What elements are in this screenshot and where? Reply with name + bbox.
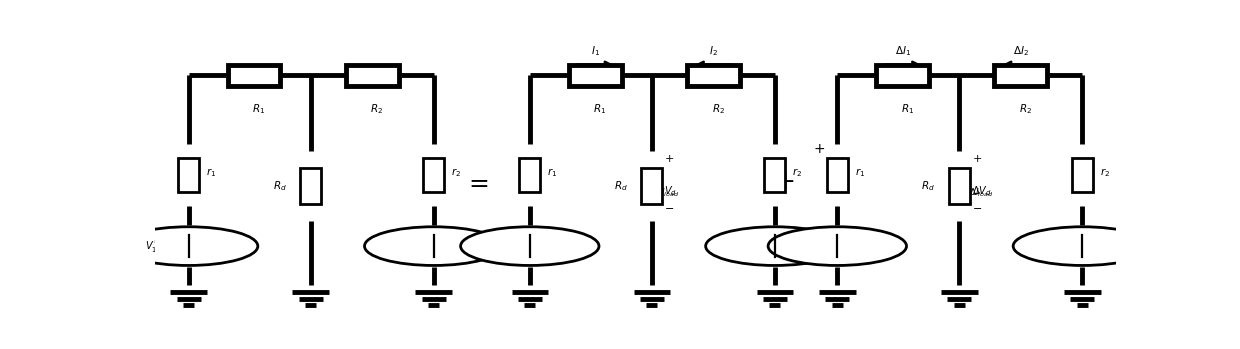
Text: $-$: $-$ (665, 202, 675, 212)
Text: $R_1$: $R_1$ (594, 102, 606, 116)
Text: $R_d$: $R_d$ (273, 179, 286, 193)
Bar (228, 65, 280, 86)
Text: $\Delta I_1$: $\Delta I_1$ (894, 44, 910, 58)
Bar (179, 158, 200, 192)
Text: $\Delta V$: $\Delta V$ (817, 240, 832, 252)
Text: $+$: $+$ (813, 142, 825, 156)
Circle shape (706, 227, 844, 266)
Text: $R_2$: $R_2$ (371, 102, 383, 116)
Text: $R_2$: $R_2$ (712, 102, 724, 116)
Circle shape (768, 227, 906, 266)
Circle shape (119, 227, 258, 266)
Text: $\Delta V_d$: $\Delta V_d$ (972, 184, 992, 198)
Text: $\Delta I_2$: $\Delta I_2$ (1013, 44, 1029, 58)
Bar (641, 168, 662, 204)
Text: $r_1$: $r_1$ (854, 166, 864, 179)
Circle shape (365, 227, 503, 266)
Text: $I_{load}$: $I_{load}$ (661, 186, 680, 199)
Text: $V_1^*$: $V_1^*$ (511, 238, 525, 254)
Bar (520, 158, 541, 192)
Text: $r_1$: $r_1$ (206, 166, 216, 179)
Text: $+$: $+$ (774, 170, 795, 194)
Text: $V_2^*$: $V_2^*$ (785, 238, 799, 254)
Bar (877, 65, 929, 86)
Text: $V_1^*\!+\!\Delta V$: $V_1^*\!+\!\Delta V$ (145, 238, 184, 254)
Bar (994, 65, 1048, 86)
Text: $V_2^*$: $V_2^*$ (444, 238, 458, 254)
Text: $I_2$: $I_2$ (709, 44, 718, 58)
Text: $R_2$: $R_2$ (1019, 102, 1032, 116)
Text: $+$: $+$ (972, 153, 982, 164)
Circle shape (460, 227, 599, 266)
Text: $+$: $+$ (665, 153, 675, 164)
Bar (949, 168, 970, 204)
Text: $R_d$: $R_d$ (614, 179, 627, 193)
Text: $r_2$: $r_2$ (792, 166, 802, 179)
Bar (569, 65, 621, 86)
Text: $R_1$: $R_1$ (901, 102, 914, 116)
Bar (764, 158, 785, 192)
Bar (300, 168, 321, 204)
Bar (346, 65, 398, 86)
Text: $R_d$: $R_d$ (921, 179, 935, 193)
Text: $I_1$: $I_1$ (590, 44, 600, 58)
Text: $r_2$: $r_2$ (1100, 166, 1110, 179)
Text: $V_d$: $V_d$ (665, 184, 677, 198)
Bar (827, 158, 848, 192)
Text: $r_2$: $r_2$ (451, 166, 461, 179)
Text: $R_1$: $R_1$ (252, 102, 265, 116)
Circle shape (1013, 227, 1152, 266)
Text: $-$: $-$ (972, 202, 982, 212)
Text: $\Delta I_{load}$: $\Delta I_{load}$ (968, 186, 993, 199)
Text: $=$: $=$ (464, 170, 490, 194)
Bar (687, 65, 740, 86)
Bar (423, 158, 444, 192)
Bar (1071, 158, 1092, 192)
Text: $r_1$: $r_1$ (547, 166, 557, 179)
Text: $V_2^*$: $V_2^*$ (1092, 238, 1106, 254)
